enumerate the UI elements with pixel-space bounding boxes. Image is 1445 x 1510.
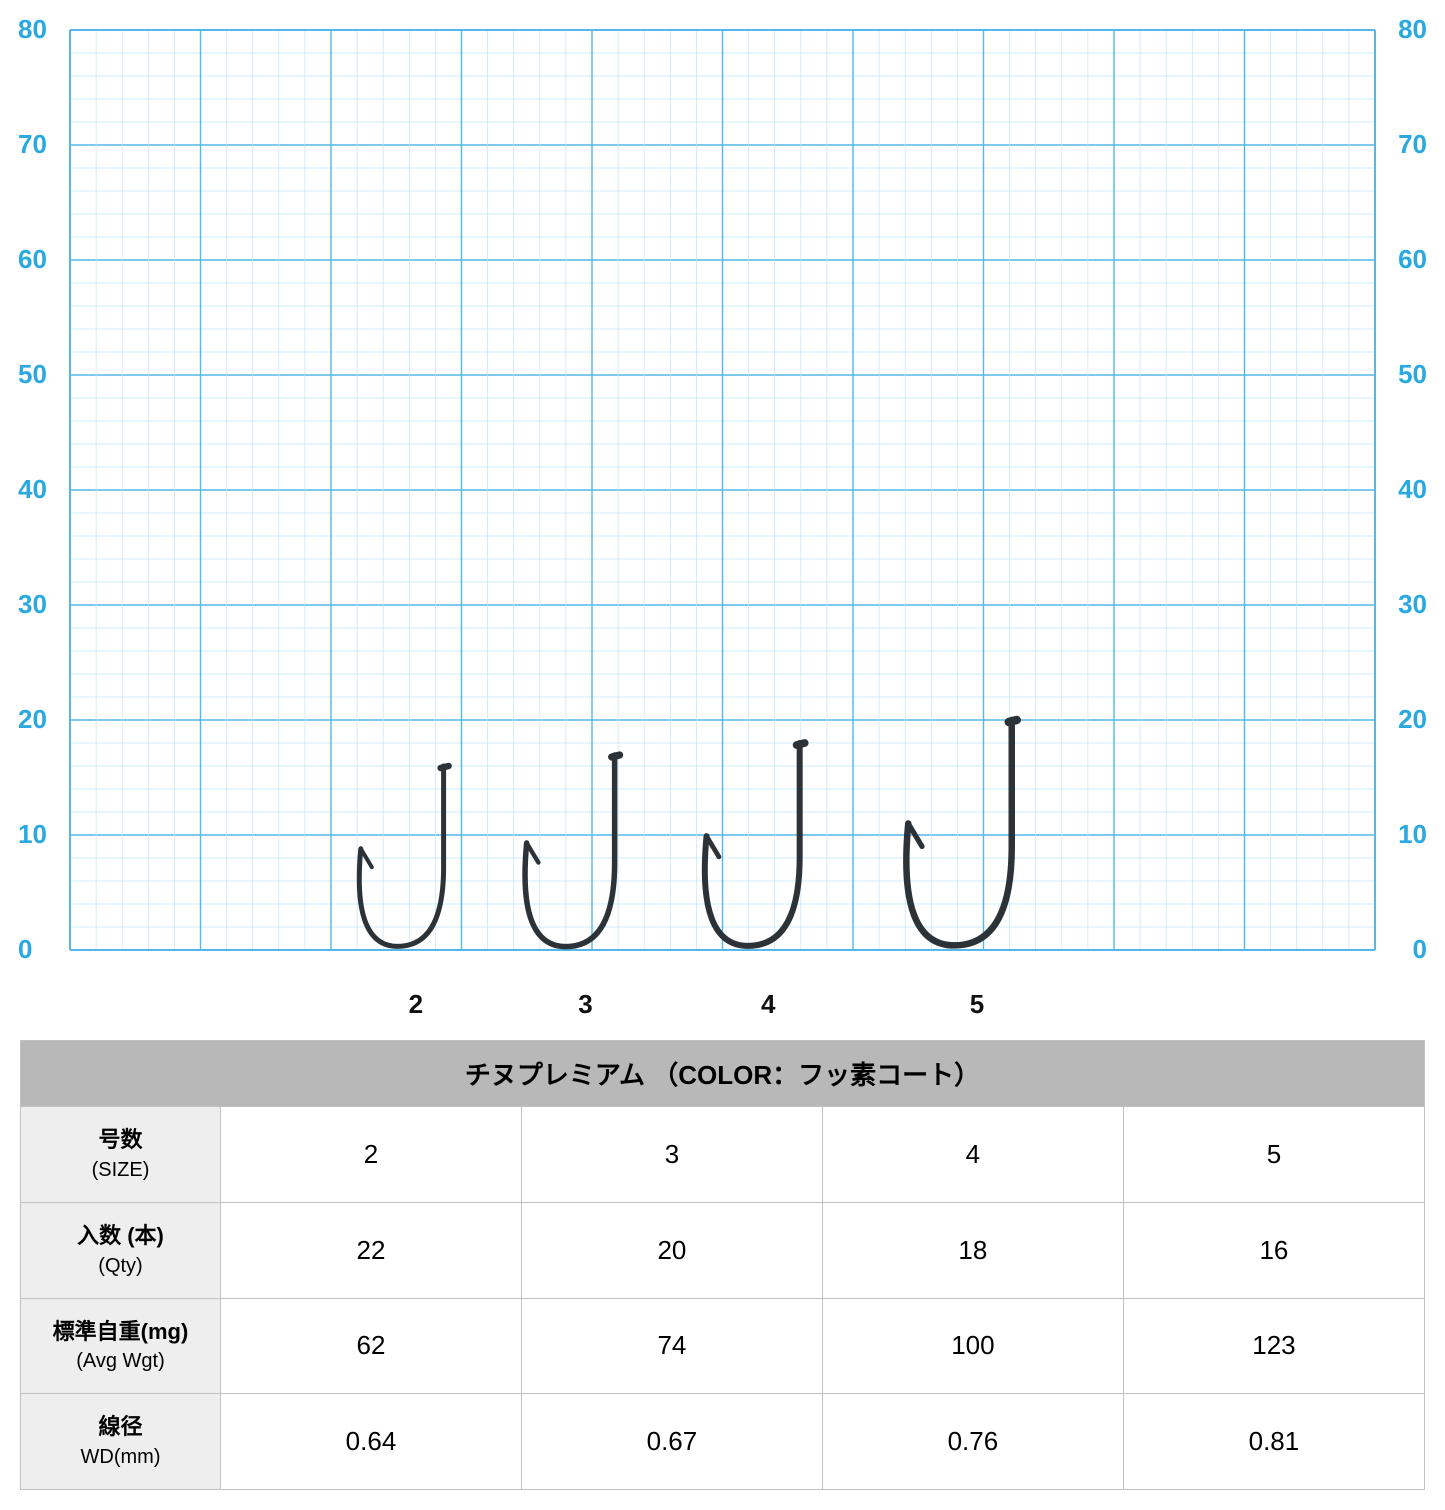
table-cell: 62 [221,1298,522,1394]
table-cell: 22 [221,1202,522,1298]
y-axis-label: 70 [1398,129,1427,160]
table-row: 線径WD(mm)0.640.670.760.81 [21,1394,1425,1490]
table-cell: 123 [1123,1298,1424,1394]
y-axis-label: 60 [1398,244,1427,275]
hook-size-chart: 00101020203030404050506060707080802345 [20,20,1425,980]
y-axis-label: 50 [1398,359,1427,390]
y-axis-label: 70 [18,129,47,160]
hook-size-label: 4 [761,989,775,1020]
hook-shape [347,766,485,958]
y-axis-label: 40 [1398,474,1427,505]
y-axis-label: 20 [18,704,47,735]
row-header: 標準自重(mg)(Avg Wgt) [21,1298,221,1394]
table-cell: 4 [822,1107,1123,1203]
spec-table: チヌプレミアム （COLOR：フッ素コート） 号数(SIZE)2345入数 (本… [20,1040,1425,1490]
hook-shape [691,743,846,958]
row-header: 入数 (本)(Qty) [21,1202,221,1298]
y-axis-label: 80 [18,14,47,45]
row-header: 線径WD(mm) [21,1394,221,1490]
hook-size-label: 2 [409,989,423,1020]
y-axis-label: 30 [1398,589,1427,620]
y-axis-label: 40 [18,474,47,505]
table-cell: 16 [1123,1202,1424,1298]
row-header: 号数(SIZE) [21,1107,221,1203]
table-row: 号数(SIZE)2345 [21,1107,1425,1203]
hook-shape [512,755,659,959]
y-axis-label: 80 [1398,14,1427,45]
y-axis-label: 0 [18,934,32,965]
table-cell: 2 [221,1107,522,1203]
table-cell: 74 [521,1298,822,1394]
hook-size-label: 3 [578,989,592,1020]
table-cell: 100 [822,1298,1123,1394]
table-cell: 0.81 [1123,1394,1424,1490]
table-row: 標準自重(mg)(Avg Wgt)6274100123 [21,1298,1425,1394]
table-cell: 20 [521,1202,822,1298]
y-axis-label: 60 [18,244,47,275]
table-cell: 5 [1123,1107,1424,1203]
table-row: 入数 (本)(Qty)22201816 [21,1202,1425,1298]
y-axis-label: 10 [1398,819,1427,850]
table-cell: 0.64 [221,1394,522,1490]
y-axis-label: 10 [18,819,47,850]
y-axis-label: 50 [18,359,47,390]
hook-size-label: 5 [970,989,984,1020]
table-cell: 0.76 [822,1394,1123,1490]
y-axis-label: 0 [1413,934,1427,965]
y-axis-label: 30 [18,589,47,620]
y-axis-label: 20 [1398,704,1427,735]
table-cell: 0.67 [521,1394,822,1490]
table-cell: 18 [822,1202,1123,1298]
hook-shape [891,720,1064,958]
table-cell: 3 [521,1107,822,1203]
table-title: チヌプレミアム （COLOR：フッ素コート） [21,1041,1425,1107]
